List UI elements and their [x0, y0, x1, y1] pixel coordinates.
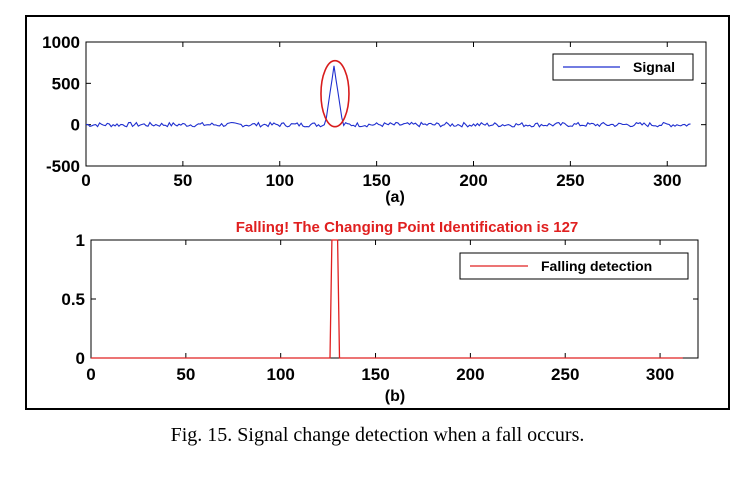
x-tick-label: 250 — [556, 171, 584, 190]
x-tick-label: 150 — [362, 171, 390, 190]
y-tick-label: 1000 — [42, 33, 80, 52]
x-tick-label: 300 — [646, 365, 674, 384]
x-tick-label: 0 — [81, 171, 90, 190]
panel-a-label: (a) — [385, 189, 405, 206]
panel-a-legend: Signal — [552, 53, 694, 81]
panel-b: Falling! The Changing Point Identificati… — [61, 219, 699, 405]
x-tick-label: 50 — [176, 365, 195, 384]
x-tick-label: 200 — [459, 171, 487, 190]
y-tick-label: -500 — [46, 157, 80, 176]
legend-label-signal: Signal — [633, 59, 675, 75]
panel-b-title: Falling! The Changing Point Identificati… — [236, 219, 579, 236]
detection-line — [91, 239, 683, 359]
y-tick-label: 0 — [76, 349, 85, 368]
figure-caption: Fig. 15. Signal change detection when a … — [170, 424, 585, 446]
y-tick-label: 0 — [71, 116, 80, 135]
x-tick-label: 50 — [173, 171, 192, 190]
x-tick-label: 200 — [456, 365, 484, 384]
x-tick-label: 100 — [266, 171, 294, 190]
panel-b-label: (b) — [385, 388, 405, 405]
panel-b-legend: Falling detection — [459, 252, 689, 280]
y-tick-label: 0.5 — [61, 290, 85, 309]
y-tick-label: 500 — [52, 74, 80, 93]
x-tick-label: 250 — [551, 365, 579, 384]
signal-line — [85, 65, 691, 128]
x-tick-label: 150 — [361, 365, 389, 384]
panel-b-ticks: 0 50 100 150 200 250 300 0 0.5 1 — [61, 231, 698, 384]
x-tick-label: 300 — [653, 171, 681, 190]
x-tick-label: 0 — [86, 365, 95, 384]
y-tick-label: 1 — [76, 231, 85, 250]
peak-highlight-ellipse — [320, 59, 350, 128]
x-tick-label: 100 — [267, 365, 295, 384]
legend-label-detection: Falling detection — [541, 258, 652, 274]
